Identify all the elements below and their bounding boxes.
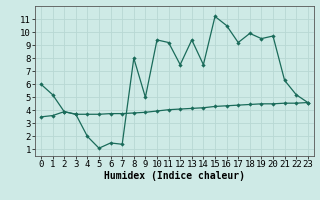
X-axis label: Humidex (Indice chaleur): Humidex (Indice chaleur)	[104, 171, 245, 181]
